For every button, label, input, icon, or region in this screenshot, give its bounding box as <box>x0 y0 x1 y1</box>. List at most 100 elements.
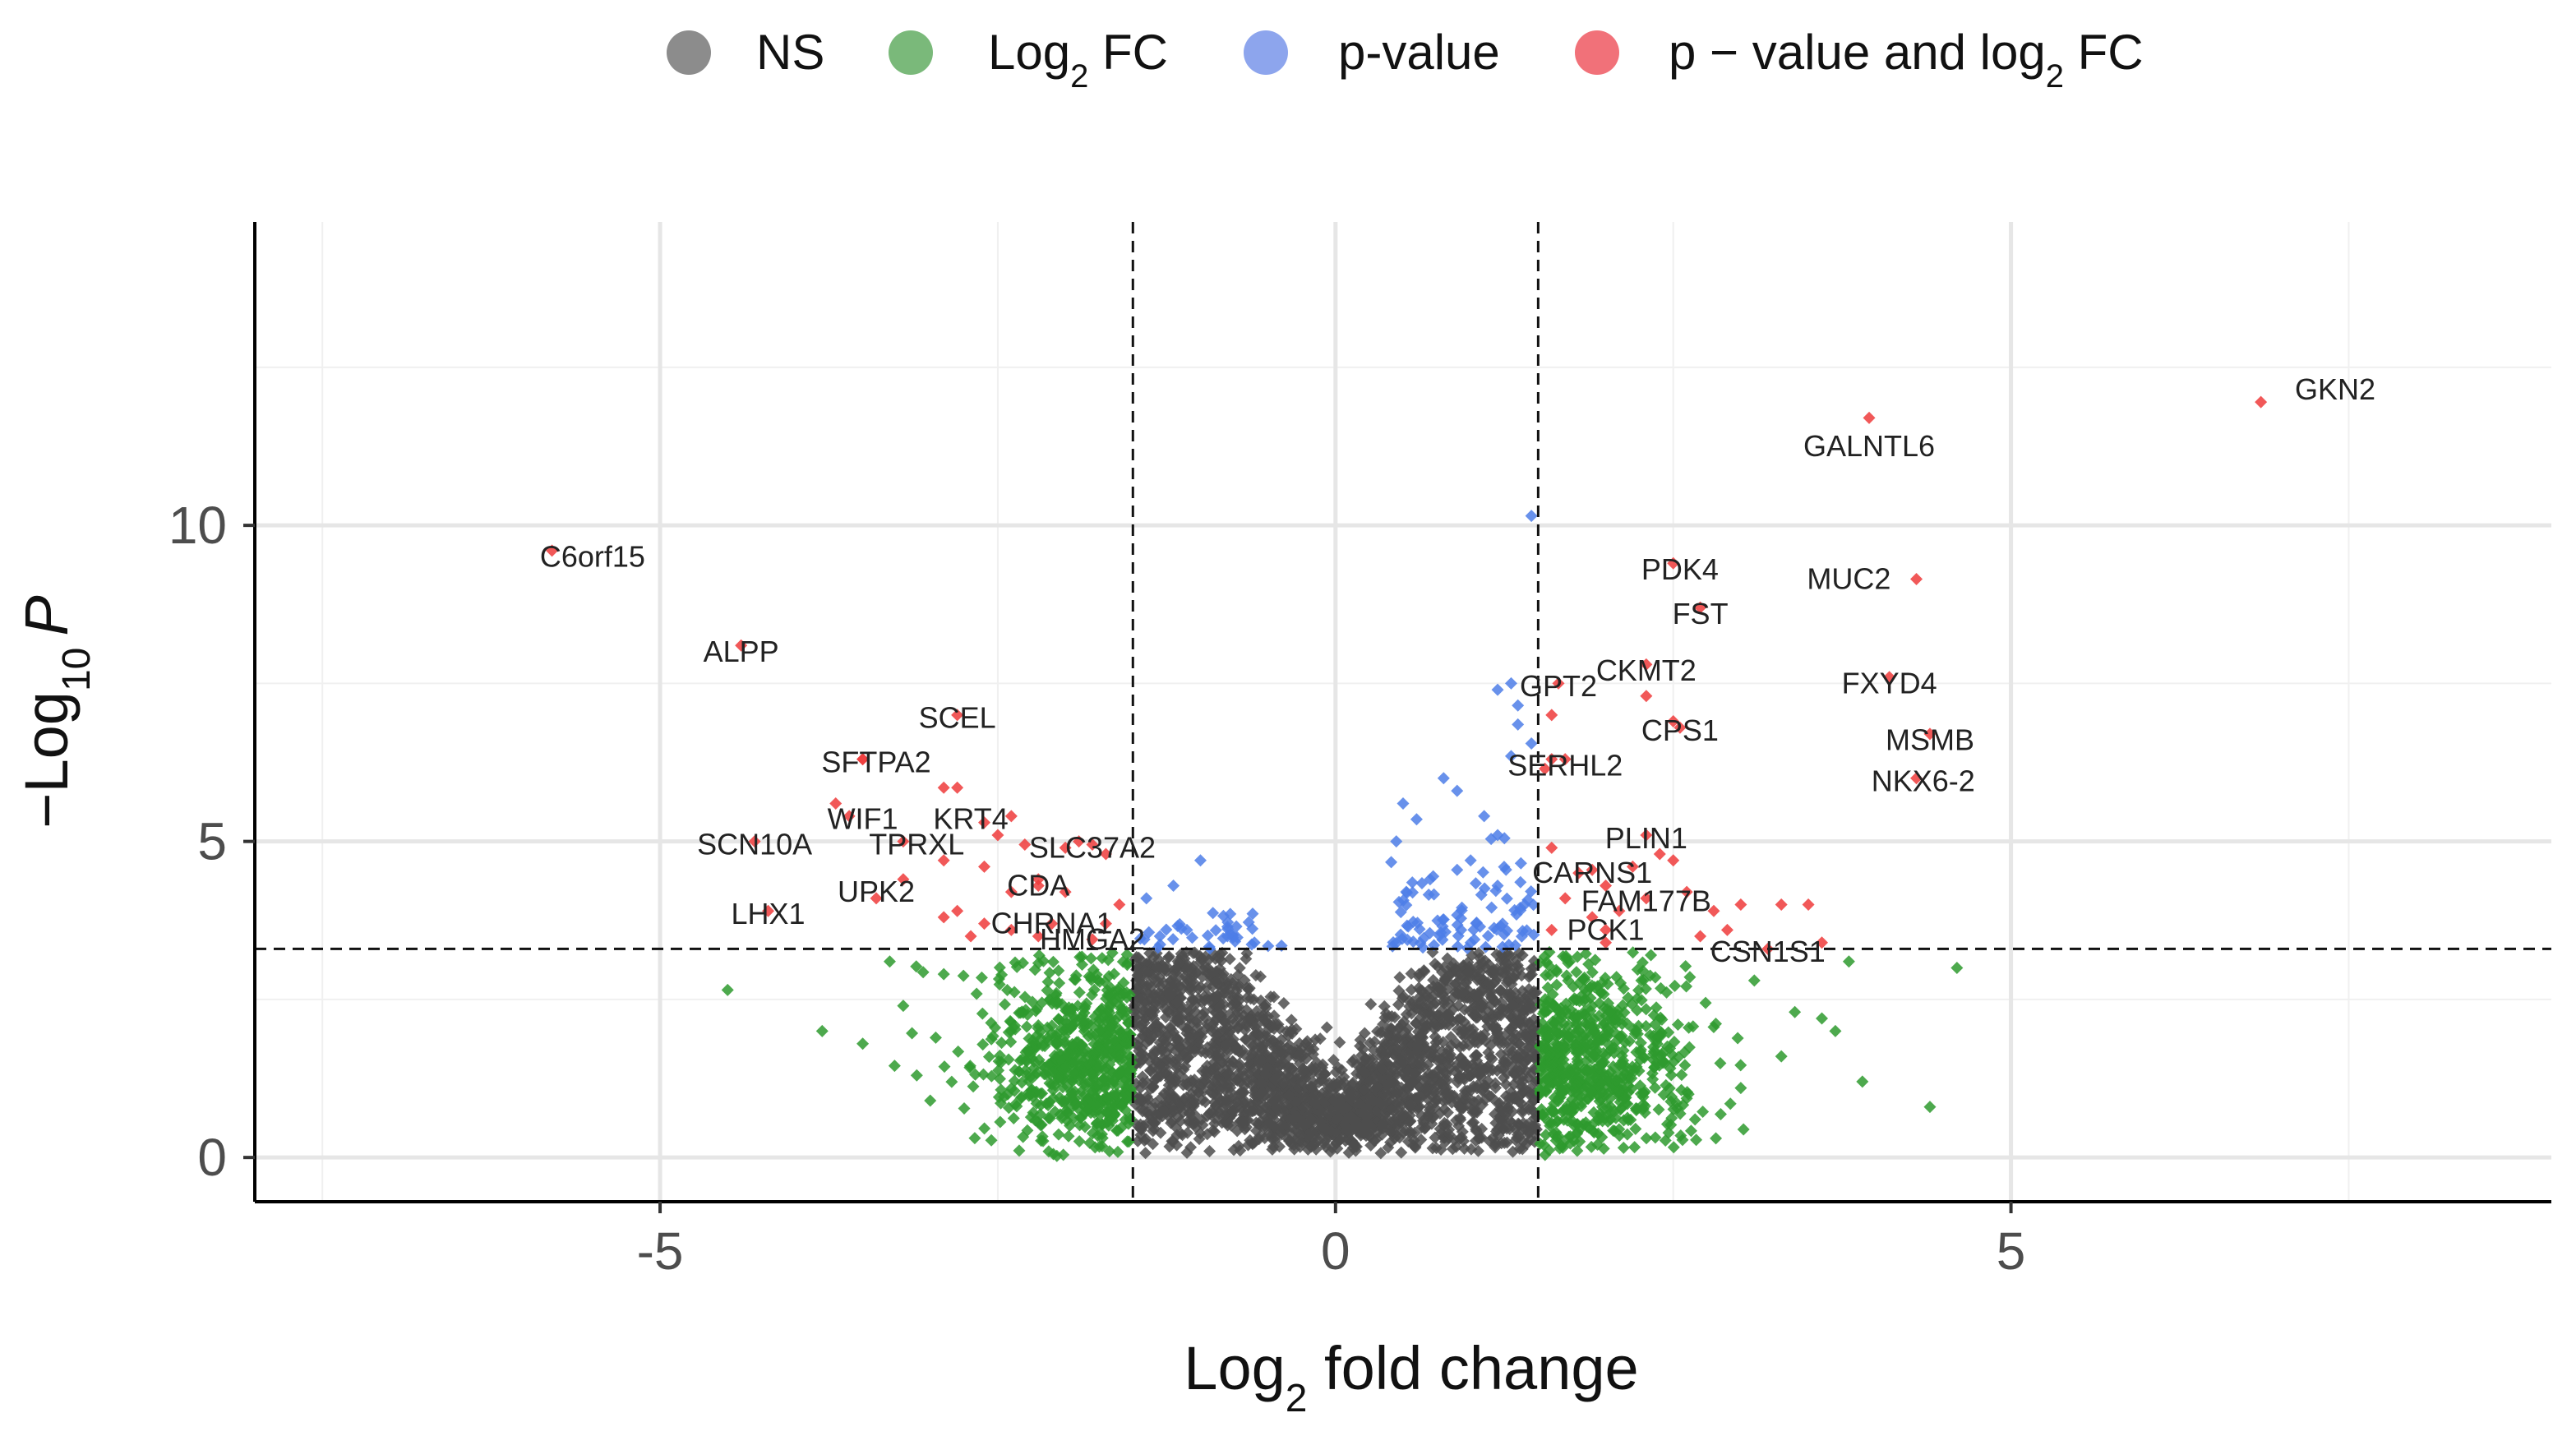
point-significant <box>1539 762 1552 775</box>
point-ns <box>1155 1092 1168 1105</box>
point-ns <box>1224 1007 1237 1020</box>
point-fc <box>1087 983 1101 996</box>
point-fc <box>1714 1107 1727 1120</box>
point-fc <box>1020 1020 1033 1033</box>
point-fc <box>1093 1140 1106 1153</box>
point-fc <box>1609 1035 1623 1048</box>
point-fc <box>1617 982 1630 995</box>
point-ns <box>1397 1015 1410 1028</box>
point-significant <box>1600 879 1613 892</box>
point-fc <box>1789 1005 1802 1018</box>
point-ns <box>1212 978 1225 991</box>
point-pvalue <box>1133 932 1147 945</box>
point-ns <box>1470 1049 1484 1062</box>
point-pvalue <box>1525 510 1538 523</box>
point-ns <box>1467 1116 1480 1129</box>
point-ns <box>1240 981 1253 995</box>
point-ns <box>1475 1122 1489 1135</box>
point-ns <box>1500 977 1513 990</box>
point-fc <box>1104 1024 1117 1037</box>
point-ns <box>1259 1101 1272 1114</box>
point-fc <box>1647 1045 1660 1058</box>
point-fc <box>976 1007 989 1020</box>
point-ns <box>1166 1078 1180 1092</box>
point-gene-chrna1 <box>1046 917 1059 930</box>
point-fc <box>1036 1130 1049 1143</box>
point-ns <box>1481 1074 1494 1087</box>
point-ns <box>1521 1127 1535 1140</box>
point-ns <box>1484 1090 1498 1103</box>
point-fc <box>1120 958 1133 972</box>
point-ns <box>1220 1094 1233 1107</box>
point-fc <box>1611 1068 1624 1081</box>
point-fc <box>1550 978 1563 991</box>
point-ns <box>1381 1028 1394 1041</box>
point-fc <box>1069 969 1083 982</box>
point-ns <box>1186 992 1199 1005</box>
point-fc <box>1710 1132 1723 1145</box>
point-fc <box>1075 950 1088 963</box>
gene-label-tprxl: TPRXL <box>869 827 964 861</box>
point-ns <box>1198 1072 1212 1085</box>
point-ns <box>1199 950 1212 963</box>
point-ns <box>1410 1038 1423 1051</box>
point-ns <box>1512 1119 1526 1132</box>
point-significant <box>1099 917 1112 930</box>
gene-label-cps1: CPS1 <box>1641 713 1719 747</box>
point-fc <box>1667 1055 1680 1069</box>
gene-label-alpp: ALPP <box>704 635 779 668</box>
point-ns <box>1390 1086 1403 1099</box>
point-fc <box>1067 1112 1080 1125</box>
point-ns <box>1232 994 1245 1007</box>
point-fc <box>1630 1024 1643 1037</box>
point-gene-scel <box>951 709 964 722</box>
point-fc <box>963 1061 976 1074</box>
point-significant <box>1815 936 1828 949</box>
point-ns <box>1136 1105 1149 1118</box>
point-ns <box>1451 988 1464 1001</box>
point-fc <box>1663 1082 1676 1095</box>
point-fc <box>1662 1126 1675 1139</box>
point-fc <box>1002 1053 1015 1066</box>
point-ns <box>1163 986 1176 999</box>
point-ns <box>1337 1070 1350 1083</box>
point-ns <box>1501 1136 1514 1149</box>
point-fc <box>1604 1004 1617 1018</box>
point-ns <box>1428 998 1441 1011</box>
point-ns <box>1467 1102 1480 1115</box>
point-ns <box>1184 1032 1197 1046</box>
point-fc <box>1020 1055 1033 1068</box>
point-pvalue <box>1262 940 1275 953</box>
point-fc <box>1553 1142 1567 1155</box>
point-fc <box>994 1073 1007 1086</box>
point-fc <box>1563 955 1577 968</box>
point-fc <box>1560 1102 1573 1115</box>
point-fc <box>1579 1017 1592 1030</box>
point-ns <box>1426 1111 1439 1124</box>
point-ns <box>1261 1111 1274 1124</box>
point-gene-serhl2 <box>1545 753 1558 766</box>
point-fc <box>1043 966 1056 979</box>
point-ns <box>1517 1075 1530 1088</box>
point-fc <box>1087 1106 1101 1120</box>
point-fc <box>1007 1112 1020 1125</box>
point-ns <box>1266 1143 1279 1156</box>
point-pvalue <box>1498 832 1511 845</box>
point-ns <box>1495 1118 1508 1131</box>
point-ns <box>1471 1144 1484 1157</box>
point-fc <box>1635 974 1648 987</box>
point-fc <box>906 1027 919 1040</box>
point-ns <box>1166 1134 1179 1147</box>
point-pvalue <box>1394 906 1407 919</box>
point-ns <box>1178 1073 1191 1086</box>
point-ns <box>1174 1041 1187 1055</box>
point-ns <box>1137 978 1150 991</box>
point-fc <box>1652 1103 1665 1116</box>
point-fc <box>1054 1108 1067 1121</box>
point-fc <box>1073 986 1086 999</box>
point-pvalue <box>1514 875 1527 889</box>
point-fc <box>1073 1119 1087 1132</box>
point-ns <box>1288 1143 1301 1156</box>
point-fc <box>1667 1141 1680 1154</box>
point-ns <box>1451 964 1464 977</box>
